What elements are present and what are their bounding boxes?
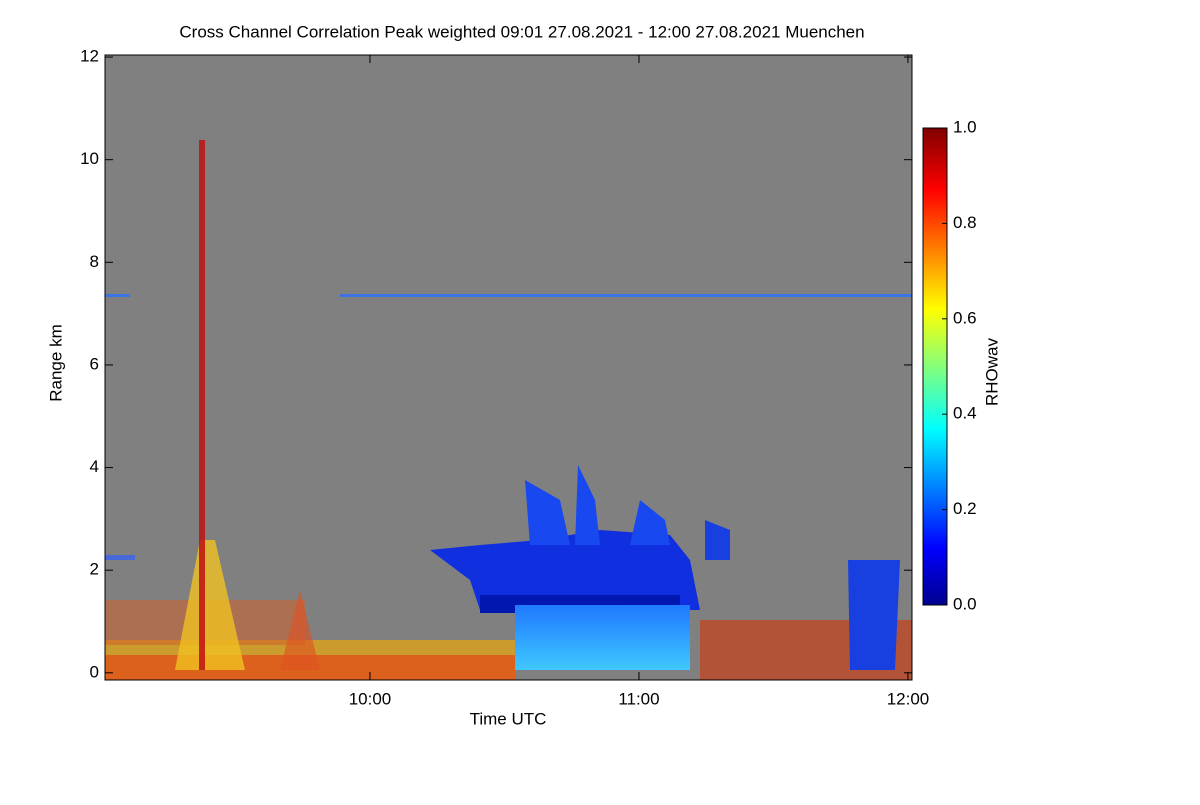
chart-title: Cross Channel Correlation Peak weighted …: [179, 22, 864, 41]
y-tick-label: 4: [90, 457, 99, 476]
y-tick-label: 12: [80, 47, 99, 66]
x-tick-label: 10:00: [349, 689, 392, 708]
y-tick-label: 0: [90, 662, 99, 681]
colorbar-tick-label: 0.8: [953, 213, 977, 232]
y-tick-label: 2: [90, 560, 99, 579]
y-tick-label: 8: [90, 252, 99, 271]
y-axis-label: Range km: [46, 324, 65, 401]
plot-frame: [104, 54, 913, 681]
colorbar-tick-label: 0.0: [953, 594, 977, 613]
x-axis-label: Time UTC: [470, 709, 547, 728]
x-tick-label: 11:00: [618, 689, 659, 708]
heatmap-field: [105, 140, 912, 680]
y-tick-label: 10: [80, 149, 99, 168]
colorbar: [922, 127, 948, 606]
x-tick-label: 12:00: [887, 689, 930, 708]
colorbar-tick-label: 0.2: [953, 499, 977, 518]
colorbar-label: RHOwav: [982, 337, 1001, 406]
colorbar-tick-label: 0.6: [953, 308, 977, 327]
colorbar-tick-label: 1.0: [953, 117, 977, 136]
y-tick-label: 6: [90, 354, 99, 373]
colorbar-tick-label: 0.4: [953, 404, 977, 423]
